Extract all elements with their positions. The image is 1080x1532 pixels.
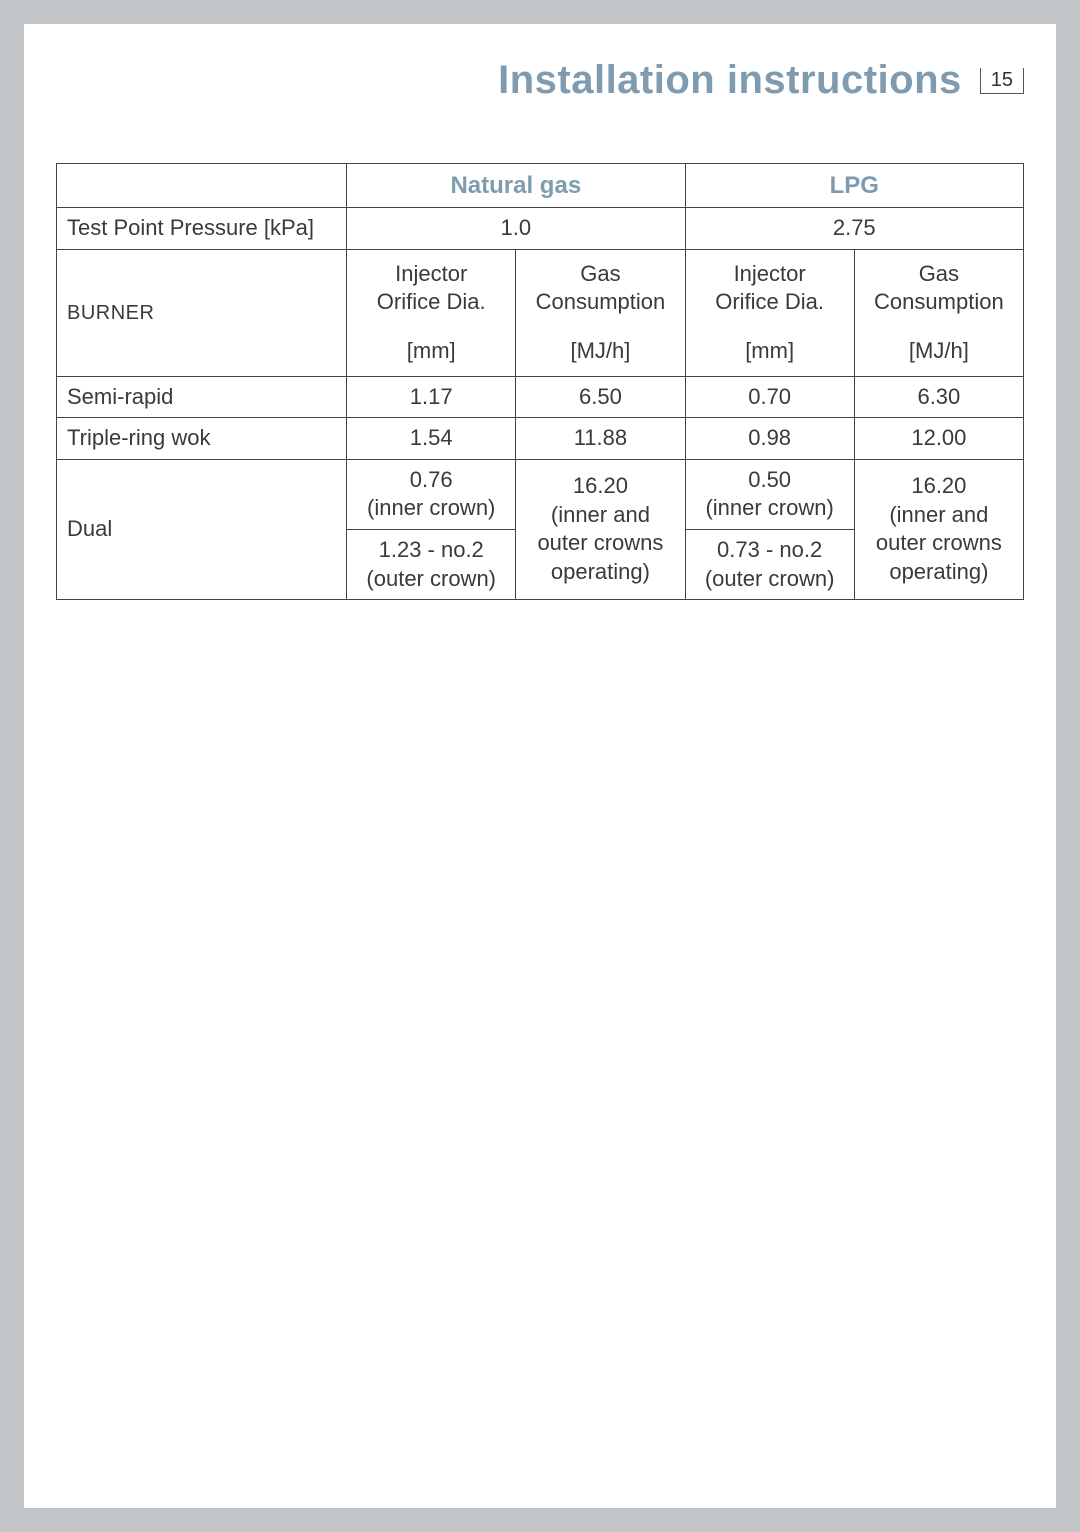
injector-l2: Orifice Dia.	[377, 289, 486, 314]
data-cell: 1.54	[347, 418, 516, 460]
table-row: Test Point Pressure [kPa] 1.0 2.75	[57, 208, 1024, 250]
pressure-lpg: 2.75	[685, 208, 1023, 250]
unit-mjh: [MJ/h]	[854, 323, 1023, 376]
gas-l1: Gas	[919, 261, 959, 286]
data-cell: 1.17	[347, 376, 516, 418]
data-cell: 0.98	[685, 418, 854, 460]
data-cell: 11.88	[516, 418, 685, 460]
val-l4: operating)	[889, 559, 988, 584]
val-l2: (inner and	[889, 502, 988, 527]
pressure-natural: 1.0	[347, 208, 685, 250]
data-cell: 16.20 (inner and outer crowns operating)	[516, 459, 685, 599]
table-row: BURNER Injector Orifice Dia. Gas Consump…	[57, 249, 1024, 323]
col-header-injector: Injector Orifice Dia.	[347, 249, 516, 323]
data-cell: 0.76 (inner crown)	[347, 459, 516, 529]
unit-mm: [mm]	[685, 323, 854, 376]
burner-label: Semi-rapid	[57, 376, 347, 418]
injector-l1: Injector	[734, 261, 806, 286]
col-header-gas: Gas Consumption	[854, 249, 1023, 323]
table-row: Triple-ring wok 1.54 11.88 0.98 12.00	[57, 418, 1024, 460]
injector-l1: Injector	[395, 261, 467, 286]
col-header-gas: Gas Consumption	[516, 249, 685, 323]
gas-l1: Gas	[580, 261, 620, 286]
data-cell: 0.73 - no.2 (outer crown)	[685, 529, 854, 599]
injector-l2: Orifice Dia.	[715, 289, 824, 314]
page-number: 15	[980, 68, 1024, 94]
data-cell: 6.50	[516, 376, 685, 418]
specifications-table: Natural gas LPG Test Point Pressure [kPa…	[56, 163, 1024, 600]
val-l2: (outer crown)	[705, 566, 835, 591]
data-cell: 0.70	[685, 376, 854, 418]
table-row: Semi-rapid 1.17 6.50 0.70 6.30	[57, 376, 1024, 418]
val-l1: 16.20	[573, 473, 628, 498]
document-page: Installation instructions 15 Natural gas…	[24, 24, 1056, 1508]
burner-header-label: BURNER	[57, 249, 347, 376]
val-l1: 1.23 - no.2	[379, 537, 484, 562]
unit-mjh: [MJ/h]	[516, 323, 685, 376]
data-cell: 0.50 (inner crown)	[685, 459, 854, 529]
unit-mm: [mm]	[347, 323, 516, 376]
data-cell: 6.30	[854, 376, 1023, 418]
gas-type-lpg: LPG	[685, 164, 1023, 208]
val-l2: (inner and	[551, 502, 650, 527]
val-l1: 0.76	[410, 467, 453, 492]
burner-label: Dual	[57, 459, 347, 599]
data-cell: 1.23 - no.2 (outer crown)	[347, 529, 516, 599]
val-l1: 0.73 - no.2	[717, 537, 822, 562]
table-row: Natural gas LPG	[57, 164, 1024, 208]
gas-l2: Consumption	[536, 289, 666, 314]
gas-l2: Consumption	[874, 289, 1004, 314]
val-l2: (outer crown)	[366, 566, 496, 591]
page-title: Installation instructions	[498, 58, 962, 103]
val-l3: outer crowns	[876, 530, 1002, 555]
pressure-label: Test Point Pressure [kPa]	[57, 208, 347, 250]
data-cell: 16.20 (inner and outer crowns operating)	[854, 459, 1023, 599]
val-l2: (inner crown)	[705, 495, 833, 520]
data-cell: 12.00	[854, 418, 1023, 460]
table-row: Dual 0.76 (inner crown) 16.20 (inner and…	[57, 459, 1024, 529]
empty-cell	[57, 164, 347, 208]
val-l1: 0.50	[748, 467, 791, 492]
val-l2: (inner crown)	[367, 495, 495, 520]
page-header: Installation instructions 15	[56, 58, 1024, 103]
col-header-injector: Injector Orifice Dia.	[685, 249, 854, 323]
val-l3: outer crowns	[537, 530, 663, 555]
val-l4: operating)	[551, 559, 650, 584]
burner-label: Triple-ring wok	[57, 418, 347, 460]
val-l1: 16.20	[911, 473, 966, 498]
gas-type-natural: Natural gas	[347, 164, 685, 208]
